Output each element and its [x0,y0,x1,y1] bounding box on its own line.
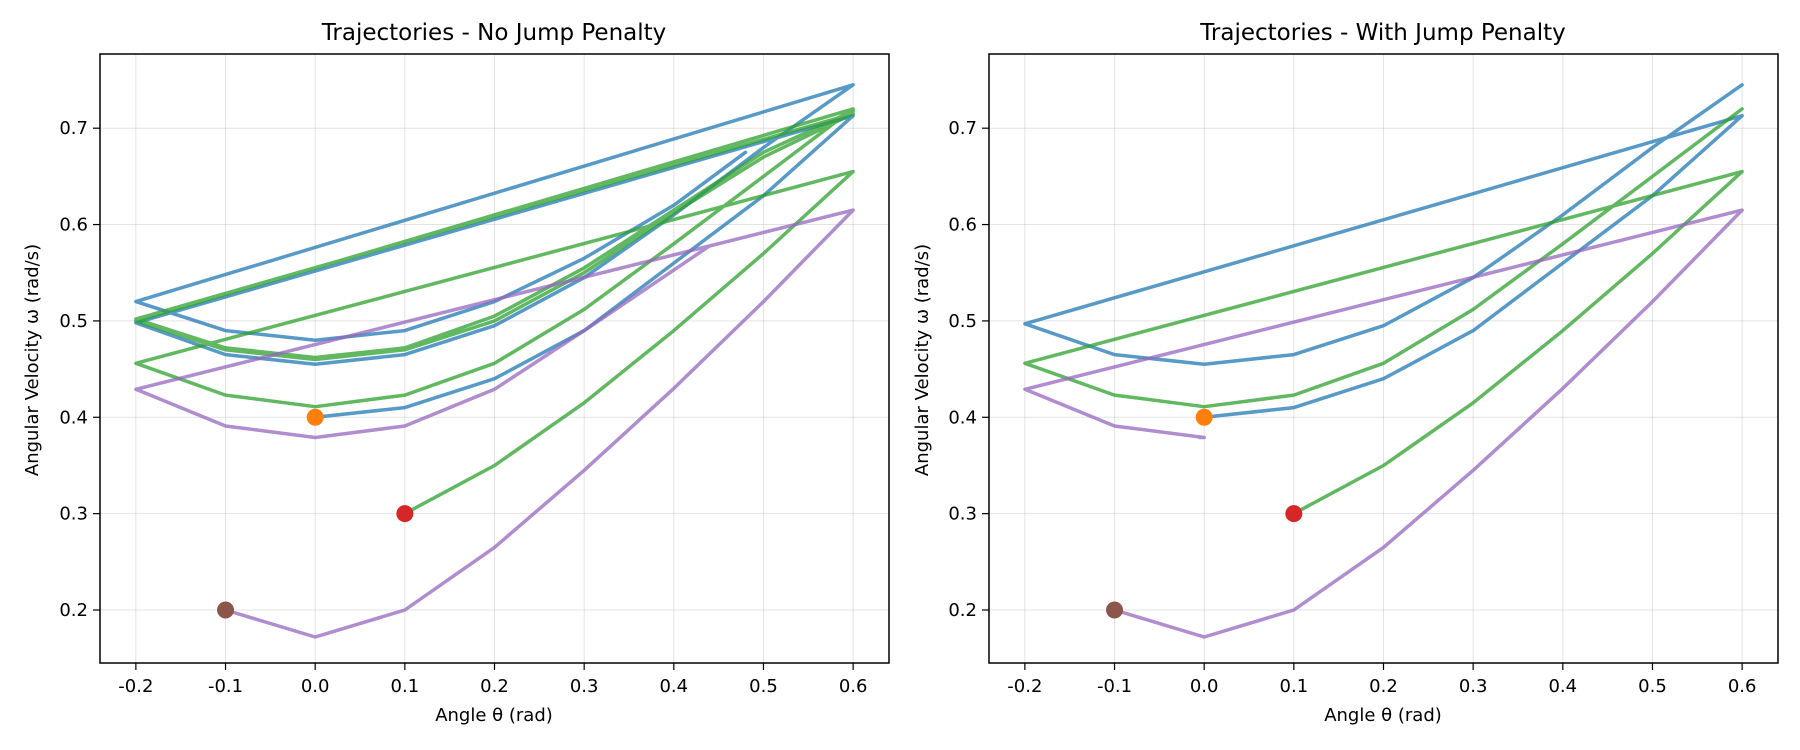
x-tick-label: -0.2 [1007,676,1042,697]
start-point-marker [217,601,235,619]
x-tick-label: 0.4 [659,676,688,697]
trajectory-line-2 [134,208,855,639]
y-tick-label: 0.3 [948,504,977,525]
chart-title: Trajectories - With Jump Penalty [1199,20,1566,46]
panel-with-jump-penalty: -0.2 -0.1 0.0 0.1 0.2 0.3 0.4 0.5 0.6 0.2 0.3 0.4 0.… [912,20,1779,726]
x-tick-label: 0.1 [1280,676,1309,697]
y-axis-label: Angular Velocity ω (rad/s) [22,244,43,476]
trajectory-line-2 [1023,208,1744,639]
chart-title: Trajectories - No Jump Penalty [321,20,667,46]
x-tick-label: -0.1 [1097,676,1132,697]
x-tick-label: 0.5 [749,676,778,697]
panel-no-jump-penalty: -0.2 -0.1 0.0 0.1 0.2 0.3 0.4 0.5 0.6 0.2 0.3 0.4 0.… [22,20,890,726]
y-tick-label: 0.6 [948,215,977,236]
x-axis-label: Angle θ (rad) [1324,705,1442,726]
x-axis-label: Angle θ (rad) [435,705,553,726]
x-tick-label: 0.0 [301,676,330,697]
y-tick-label: 0.2 [59,600,88,621]
start-point-marker [1285,505,1303,523]
x-tick-label: -0.2 [118,676,153,697]
trajectory-line-1 [1023,107,1744,516]
start-point-marker [1106,601,1124,619]
x-tick-label: 0.5 [1638,676,1667,697]
x-tick-label: 0.4 [1548,676,1577,697]
x-tick-label: 0.3 [570,676,599,697]
x-tick-label: 0.6 [1728,676,1757,697]
y-tick-label: 0.2 [948,600,977,621]
trajectory-line-0 [134,83,855,420]
x-tick-label: 0.2 [480,676,509,697]
trajectory-line-1 [134,107,855,516]
start-point-marker [1195,408,1213,426]
x-tick-label: 0.3 [1459,676,1488,697]
y-tick-label: 0.4 [59,407,88,428]
y-tick-label: 0.3 [59,504,88,525]
x-tick-label: -0.1 [208,676,243,697]
x-tick-label: 0.6 [839,676,868,697]
x-tick-label: 0.0 [1190,676,1219,697]
x-tick-label: 0.1 [391,676,420,697]
trajectory-line-0 [1023,83,1744,420]
y-tick-label: 0.4 [948,407,977,428]
y-tick-label: 0.5 [59,311,88,332]
start-point-marker [396,505,414,523]
y-tick-label: 0.5 [948,311,977,332]
y-tick-label: 0.7 [59,118,88,139]
y-tick-label: 0.7 [948,118,977,139]
start-point-marker [306,408,324,426]
x-tick-label: 0.2 [1369,676,1398,697]
y-axis-label: Angular Velocity ω (rad/s) [912,244,933,476]
y-tick-label: 0.6 [59,215,88,236]
